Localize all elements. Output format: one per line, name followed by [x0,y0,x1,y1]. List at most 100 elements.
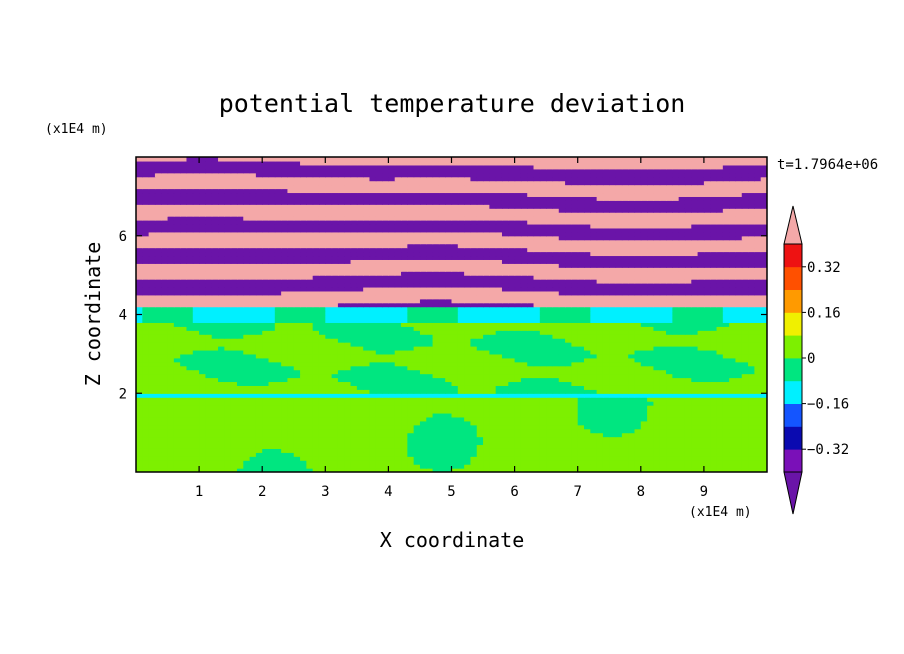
heatmap-cell [419,369,427,375]
heatmap-cell [293,346,301,351]
heatmap-cell [520,405,528,410]
heatmap-cell [306,424,314,430]
heatmap-cell [331,452,339,457]
heatmap-cell [236,330,244,335]
heatmap-cell [609,334,617,339]
heatmap-cell [653,373,661,379]
heatmap-cell [199,389,207,394]
heatmap-cell [533,409,541,414]
heatmap-cell [596,365,604,371]
heatmap-cell [584,326,591,331]
heatmap-cell [262,460,270,465]
heatmap-cell [615,416,623,422]
heatmap-cell [514,314,522,320]
heatmap-cell [754,290,762,296]
heatmap-cell [647,432,655,438]
heatmap-cell [577,330,585,335]
heatmap-cell [306,452,314,457]
heatmap-cell [640,286,648,292]
heatmap-cell [173,326,181,331]
heatmap-cell [666,286,673,292]
heatmap-cell [602,361,610,367]
heatmap-cell [451,448,459,453]
heatmap-cell [741,405,749,410]
heatmap-cell [697,428,705,434]
heatmap-cell [666,322,673,327]
heatmap-cell [628,342,636,347]
heatmap-cell [520,369,528,375]
heatmap-cell [300,369,307,375]
heatmap-cell [457,389,465,394]
heatmap-cell [192,428,200,434]
heatmap-cell [590,373,598,379]
heatmap-cell [735,314,743,320]
heatmap-cell [218,397,225,402]
heatmap-cell [167,389,175,394]
heatmap-cell [230,279,238,284]
heatmap-cell [224,448,232,453]
heatmap-cell [148,326,156,331]
heatmap-cell [729,432,737,438]
heatmap-cell [325,460,333,465]
heatmap-cell [621,334,629,339]
heatmap-cell [508,420,516,426]
heatmap-cell [489,349,497,355]
heatmap-cell [470,397,478,402]
heatmap-cell [199,436,207,442]
heatmap-cell [741,298,749,304]
heatmap-cell [754,283,762,288]
heatmap-cell [684,440,692,446]
heatmap-cell [154,334,162,339]
heatmap-cell [318,294,326,300]
heatmap-cell [426,314,434,320]
heatmap-cell [634,456,642,461]
heatmap-cell [432,381,440,386]
heatmap-cell [647,330,655,335]
heatmap-cell [300,330,307,335]
heatmap-cell [457,318,465,323]
heatmap-cell [312,361,320,367]
heatmap-cell [356,314,364,320]
heatmap-cell [136,456,143,461]
heatmap-cell [281,294,289,300]
heatmap-cell [281,412,289,418]
heatmap-cell [666,349,673,355]
heatmap-cell [173,346,181,351]
heatmap-cell [356,448,364,453]
heatmap-cell [344,302,352,308]
heatmap-cell [571,279,579,284]
heatmap-cell [678,357,686,363]
heatmap-cell [255,373,263,379]
heatmap-cell [748,326,755,331]
heatmap-cell [262,436,270,442]
heatmap-cell [318,424,326,430]
heatmap-cell [489,346,497,351]
heatmap-cell [647,326,655,331]
heatmap-cell [508,361,516,367]
heatmap-cell [457,283,465,288]
heatmap-cell [224,432,232,438]
heatmap-cell [180,326,188,331]
heatmap-cell [300,460,307,465]
heatmap-cell [565,401,572,406]
heatmap-cell [432,420,440,426]
heatmap-cell [678,436,686,442]
heatmap-cell [596,405,604,410]
heatmap-cell [640,424,648,430]
heatmap-cell [236,306,244,312]
heatmap-cell [691,302,699,308]
heatmap-cell [337,428,345,434]
heatmap-cell [539,428,547,434]
heatmap-cell [451,460,459,465]
heatmap-cell [369,397,377,402]
heatmap-cell [596,424,604,430]
heatmap-cell [407,401,415,406]
heatmap-cell [533,338,541,343]
heatmap-cell [337,361,345,367]
heatmap-cell [432,322,440,327]
heatmap-cell [584,322,591,327]
heatmap-cell [565,306,572,312]
heatmap-cell [672,468,680,472]
heatmap-cell [508,334,516,339]
heatmap-cell [508,416,516,422]
